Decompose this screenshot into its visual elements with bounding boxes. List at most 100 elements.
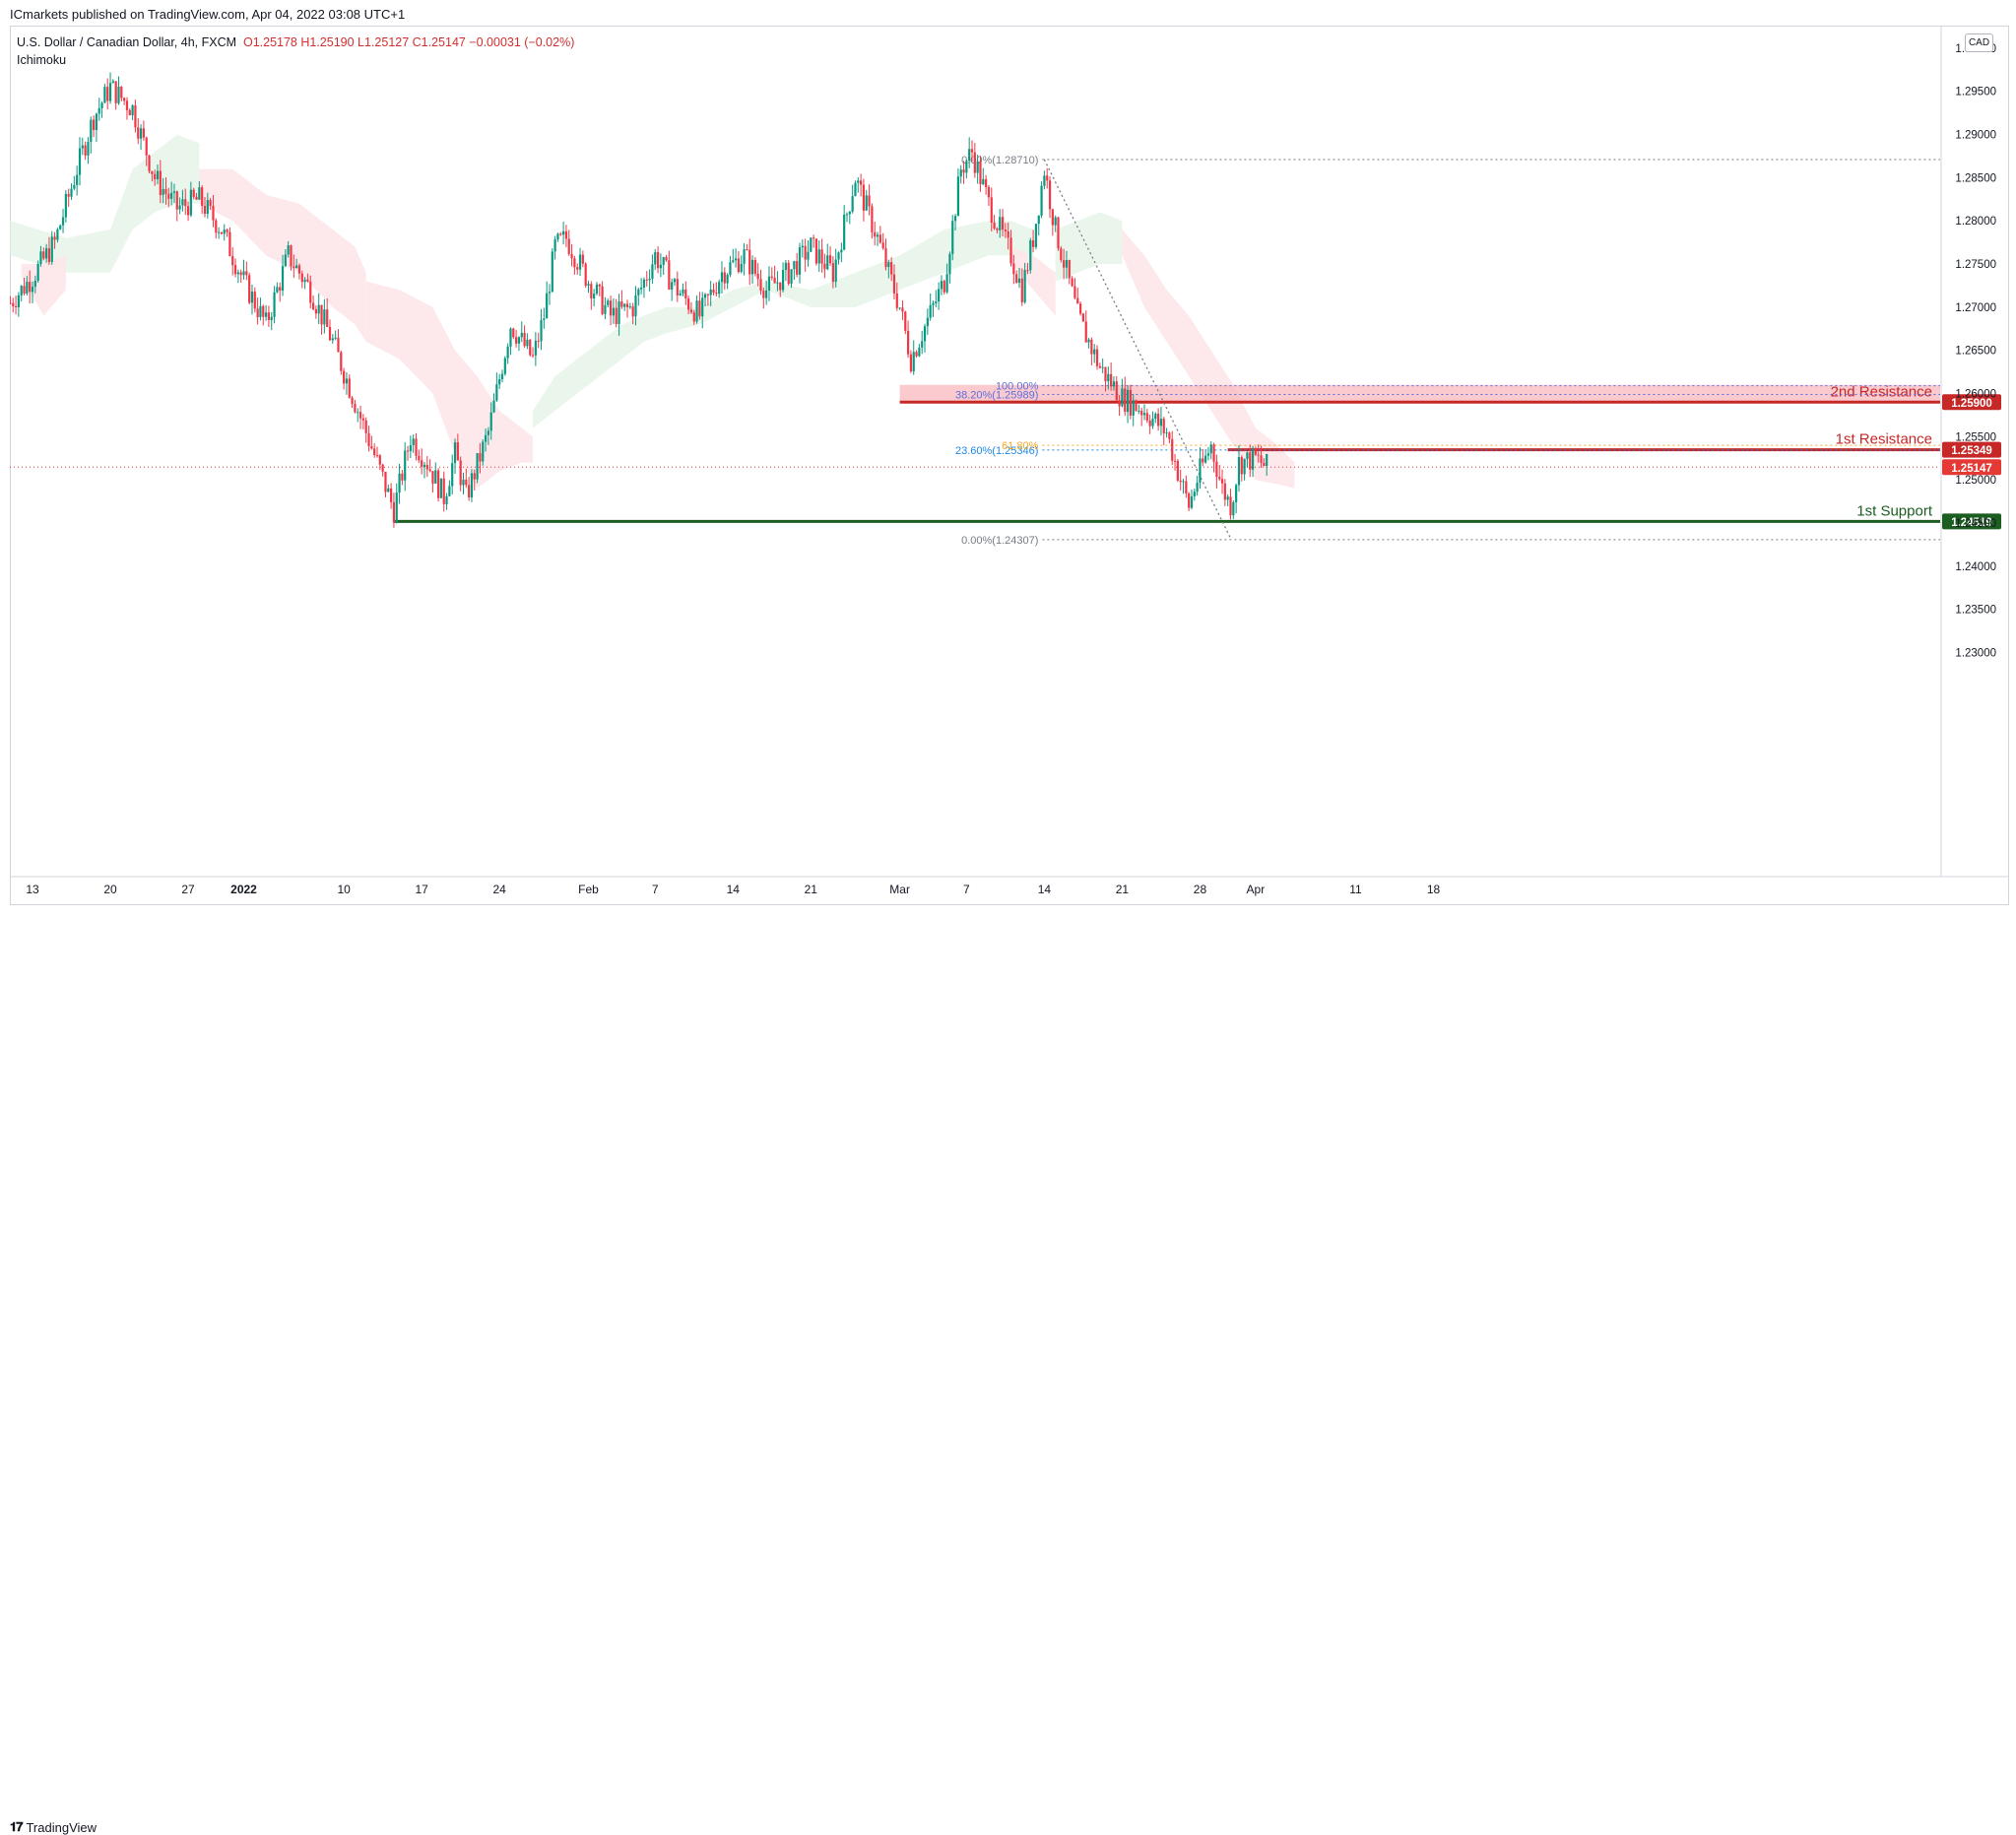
cloud-segment-green [1055,212,1123,282]
candle-body [1078,303,1082,314]
candle-body [131,105,134,116]
level-name-1: 1st Resistance [1836,431,1932,448]
level-name-0: 2nd Resistance [1831,383,1932,400]
currency-badge[interactable]: CAD [1965,33,1993,52]
candle-body [470,473,474,498]
candle-body [857,180,860,183]
candle-body [692,312,695,322]
candle-body [357,412,359,414]
candle-body [584,263,587,286]
candle-body [1138,411,1140,413]
candle-body [651,264,654,279]
candle-body [156,170,160,179]
tradingview-brand[interactable]: 𝟏𝟕 TradingView [10,1819,97,1835]
candle-body [770,276,773,278]
candle-body [1110,373,1113,387]
candle-body [1243,458,1246,475]
candle-body [940,281,943,290]
candle-body [406,450,410,452]
candle-body [84,145,87,156]
candle-body [740,263,743,273]
indicator-ichimoku[interactable]: Ichimoku [17,53,67,67]
chart-frame[interactable] [10,26,2009,905]
ohlc-values: O1.25178 H1.25190 L1.25127 C1.25147 −0.0… [242,35,575,49]
candle-body [76,174,79,185]
candle-body [492,400,495,413]
candle-body [125,100,129,110]
current-price-label: 1.25147 [1951,463,1992,475]
candle-body [970,149,974,153]
candle-body [47,248,51,262]
candle-body [956,176,959,217]
candle-body [445,495,448,504]
candle-body [500,373,504,379]
candle-body [551,251,553,293]
candle-body [311,302,315,309]
candle-body [909,354,913,372]
level-price-label-1: 1.25349 [1951,445,1992,457]
candle-body [167,193,170,199]
candle-body [1157,413,1160,426]
x-tick-label: 27 [181,883,195,896]
candle-body [776,282,779,284]
candle-body [1240,457,1243,475]
candle-body [750,259,754,275]
candle-body [607,300,610,305]
candle-body [287,245,290,255]
candle-body [248,275,251,303]
candle-body [290,245,293,267]
symbol-title[interactable]: U.S. Dollar / Canadian Dollar, 4h, FXCM [17,35,237,49]
candle-body [951,221,954,254]
candle-body [1009,237,1012,264]
candle-body [1026,270,1029,272]
candle-body [137,127,140,139]
candle-body [1065,259,1069,268]
candle-body [1135,400,1138,412]
candle-body [317,304,320,314]
support-resistance-levels: 2nd Resistance 1st Resistance 1st Support [10,383,1940,523]
candle-body [148,155,151,171]
candle-body [682,289,684,294]
candle-body [378,455,381,465]
candle-body [851,196,854,212]
candle-body [351,397,354,404]
candle-body [451,463,454,487]
candle-body [236,272,239,275]
candle-body [387,488,390,492]
current-price-tag [1942,459,2001,476]
candle-body [1251,447,1255,470]
candle-body [1173,460,1177,462]
candle-body [982,178,985,185]
candle-body [804,245,807,260]
candle-body [279,287,282,291]
candle-body [581,254,584,264]
candle-body [1004,229,1007,231]
candle-body [1232,501,1235,516]
x-tick-label: 21 [1116,883,1130,896]
candle-body [564,230,568,239]
candle-body [578,254,582,270]
candle-body [828,255,832,264]
candle-body [1188,492,1191,508]
candle-body [656,252,660,269]
candle-body [595,284,599,295]
candle-body [1168,432,1171,439]
candle-body [709,289,712,295]
candle-body [515,337,518,344]
candle-body [23,286,26,295]
candle-body [1145,413,1148,422]
candle-body [26,282,29,295]
candle-body [1112,381,1116,387]
candle-body [473,473,476,480]
candle-body [328,326,332,341]
candle-body [1218,477,1221,480]
candle-body [273,292,276,317]
candle-body [979,161,982,185]
candle-body [790,269,793,285]
candle-body [1193,492,1196,497]
candle-body [198,187,201,200]
level-price-label-0: 1.25900 [1951,398,1992,410]
candle-body [392,501,396,523]
candle-body [67,193,70,197]
